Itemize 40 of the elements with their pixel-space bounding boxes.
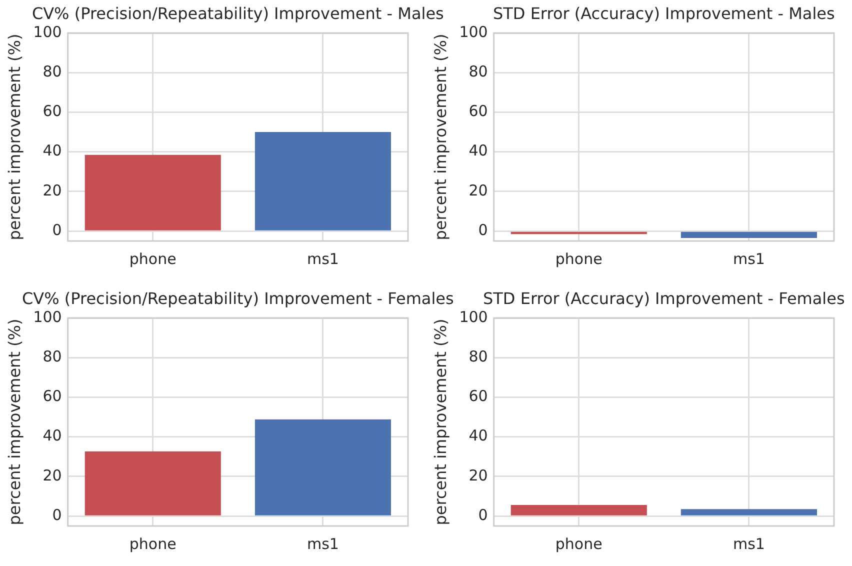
x-tick-label: phone (129, 250, 176, 268)
y-tick-label: 20 (42, 181, 62, 200)
x-tick-label: phone (555, 250, 602, 268)
y-tick-label: 100 (33, 308, 62, 326)
x-tick-label: phone (129, 534, 176, 553)
chart-title: CV% (Precision/Repeatability) Improvement - Females (22, 289, 454, 308)
y-tick-label: 60 (468, 102, 488, 120)
y-tick-label: 0 (52, 220, 62, 239)
y-axis-title: percent improvement (%) (4, 318, 24, 526)
x-tick-label: ms1 (306, 534, 339, 553)
y-axis-title: percent improvement (%) (430, 34, 450, 240)
y-tick-label: 80 (468, 348, 488, 366)
x-tick-label: ms1 (732, 534, 765, 553)
y-tick-label: 40 (468, 426, 488, 445)
y-axis-title: percent improvement (%) (4, 34, 24, 240)
y-tick-label: 20 (468, 466, 488, 484)
y-tick-label: 40 (468, 142, 488, 160)
y-tick-label: 20 (468, 181, 488, 200)
y-tick-label: 20 (42, 466, 62, 484)
chart-title: STD Error (Accuracy) Improvement - Females (483, 289, 845, 308)
y-tick-label: 80 (42, 62, 62, 81)
y-tick-label: 100 (33, 22, 62, 41)
x-tick-label: ms1 (732, 250, 765, 268)
x-tick-label: phone (555, 534, 602, 553)
y-tick-label: 60 (42, 102, 62, 120)
y-tick-label: 0 (478, 220, 488, 239)
y-tick-label: 60 (42, 387, 62, 406)
y-tick-label: 40 (42, 426, 62, 445)
chart-title: CV% (Precision/Repeatability) Improvement - Males (32, 4, 444, 23)
y-tick-label: 0 (478, 506, 488, 524)
y-tick-label: 100 (459, 308, 488, 326)
y-tick-label: 80 (468, 62, 488, 81)
y-tick-label: 100 (459, 22, 488, 41)
y-axis-title: percent improvement (%) (430, 318, 450, 526)
y-tick-label: 40 (42, 142, 62, 160)
y-tick-label: 60 (468, 387, 488, 406)
chart-title: STD Error (Accuracy) Improvement - Males (492, 4, 835, 23)
x-tick-label: ms1 (306, 250, 339, 268)
y-tick-label: 80 (42, 348, 62, 366)
y-tick-label: 0 (52, 506, 62, 524)
